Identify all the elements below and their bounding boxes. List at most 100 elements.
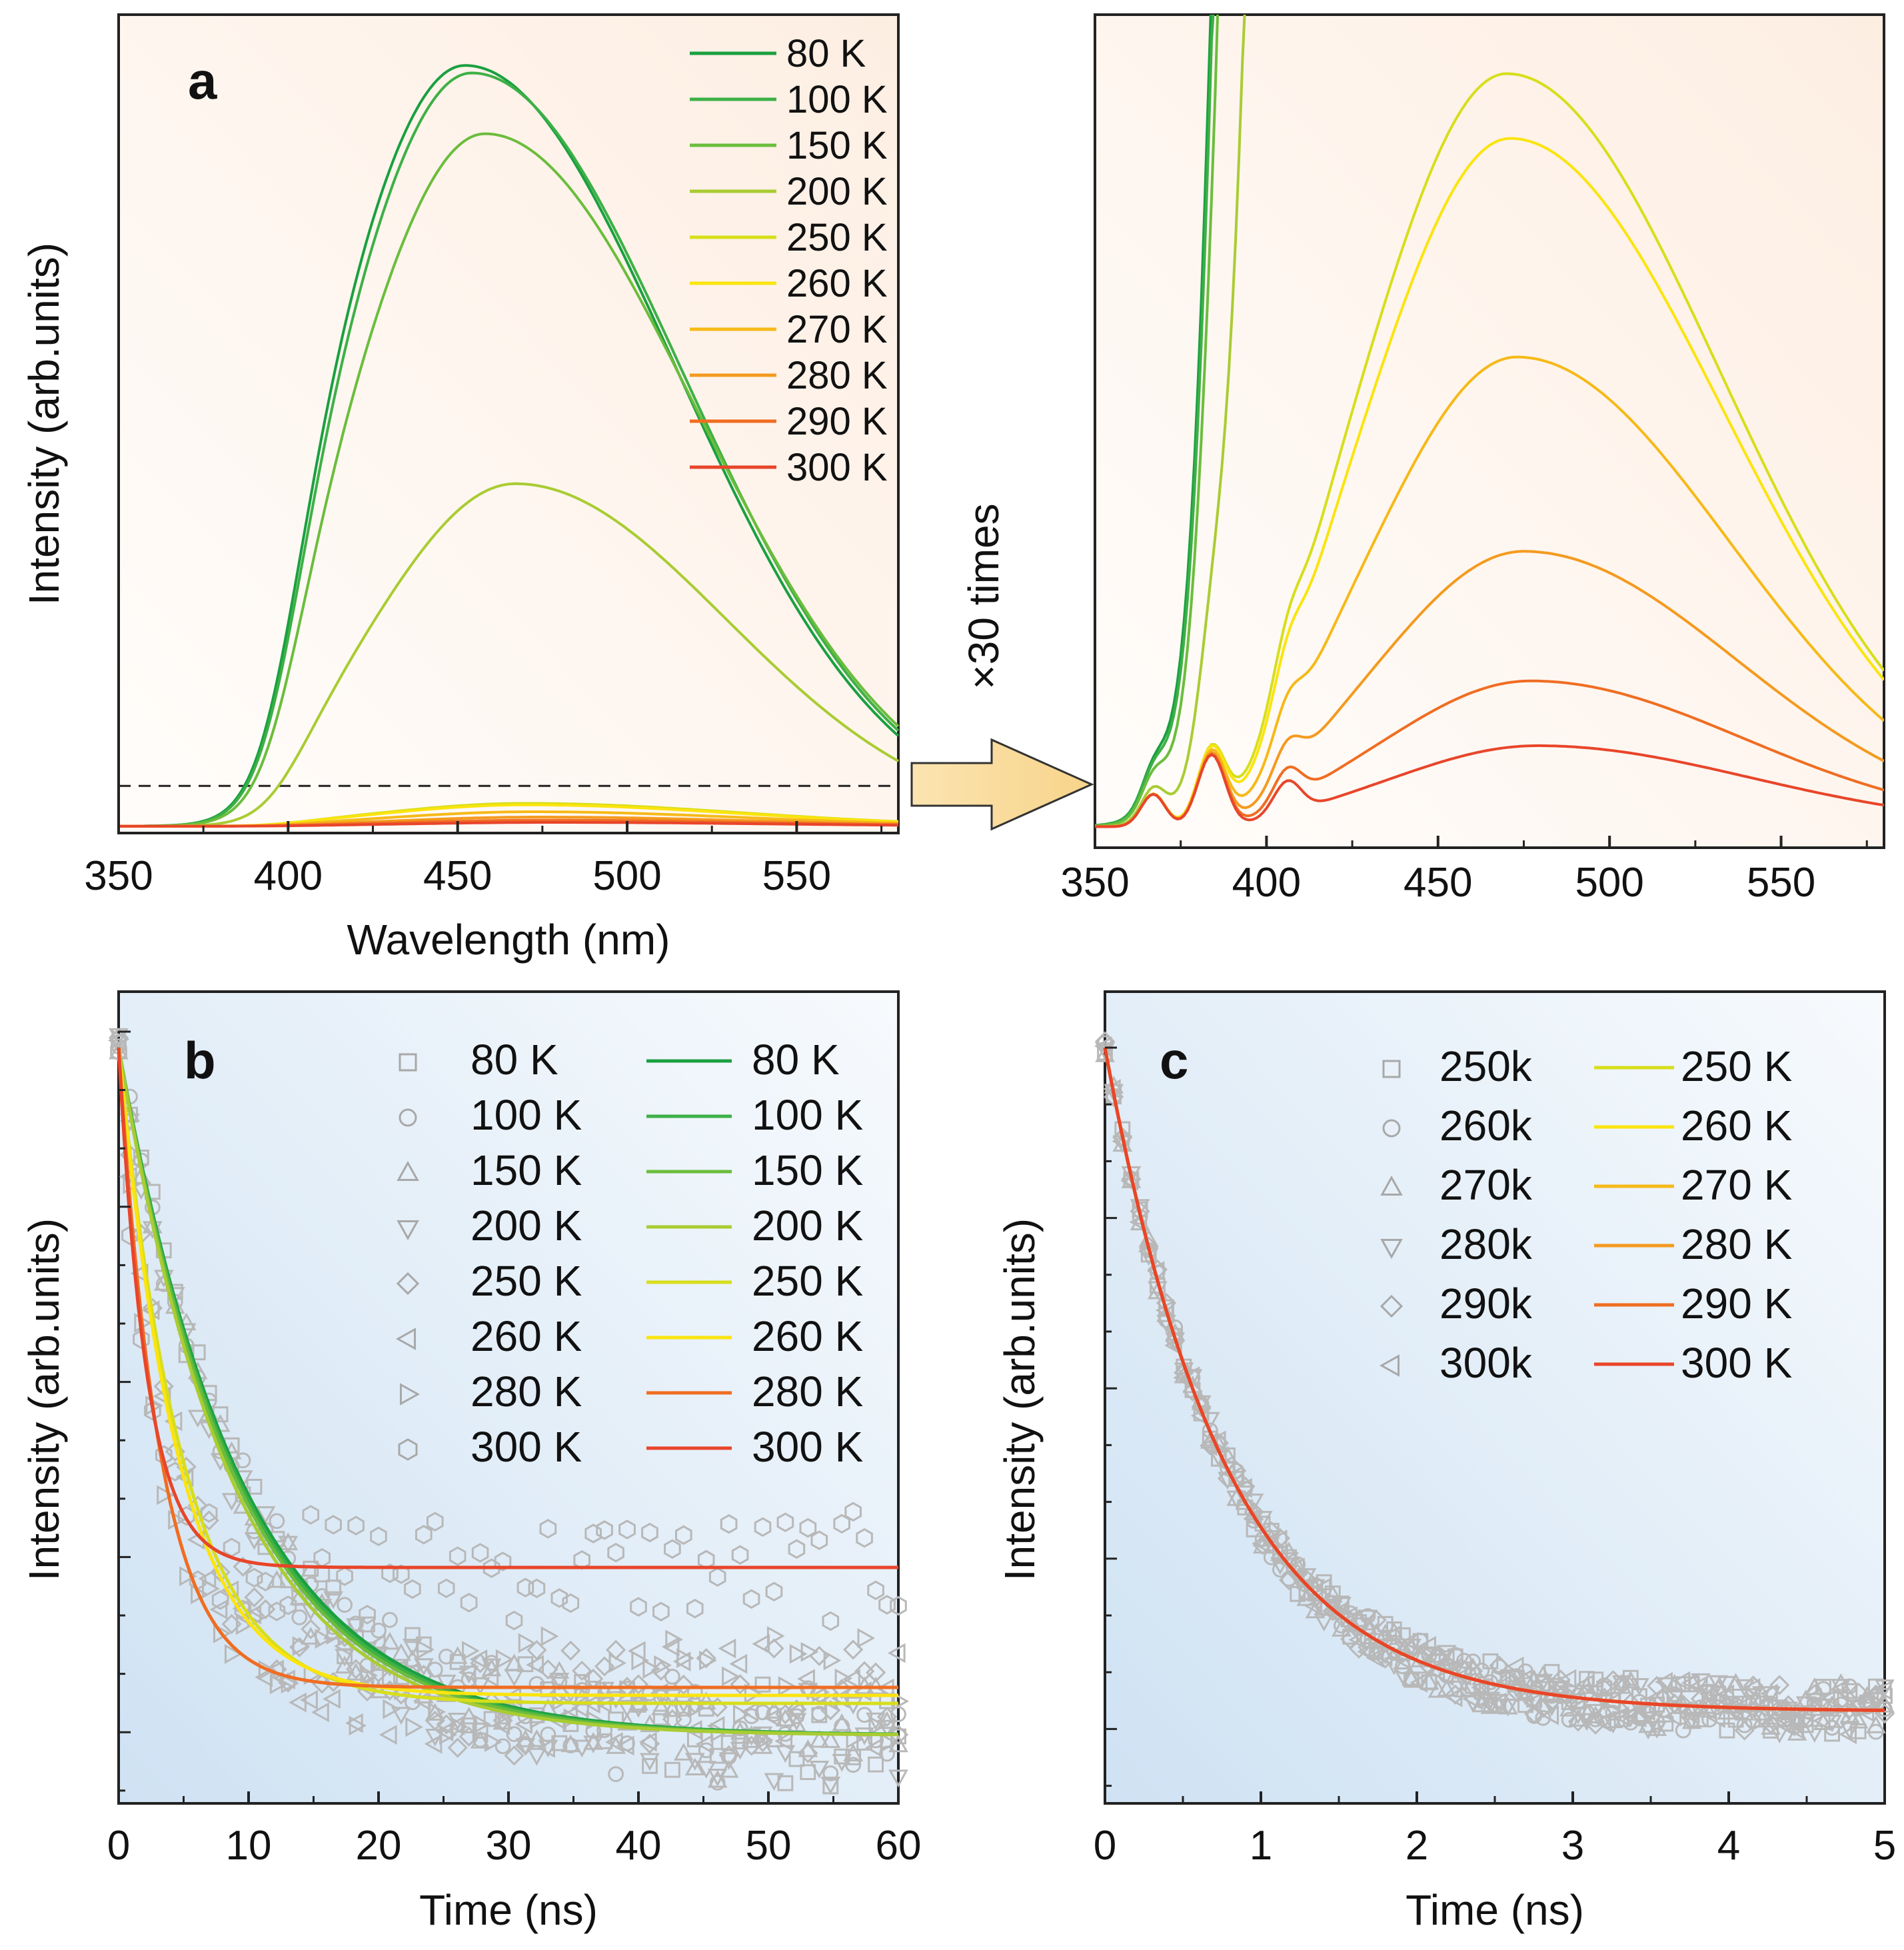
panel-b-data-marker: [616, 1735, 634, 1756]
panel-b-data-marker: [820, 1776, 841, 1795]
panel-c-data-marker: [1603, 1710, 1623, 1729]
panel-b-data-marker: [428, 1701, 446, 1722]
panel-c-data-marker: [1824, 1719, 1841, 1736]
panel-c-data-marker: [1875, 1695, 1895, 1713]
panel-b-x-ticks: 0 10 20 30 40 50 60: [107, 1791, 921, 1869]
panel-b-data-marker: [562, 1737, 579, 1754]
panel-b-legend-marker-300-k: [398, 1438, 418, 1461]
panel-b: 0 10 20 30 40 50 60 80 K 100 K 150 K 200 K 250 K 26…: [20, 990, 921, 1934]
panel-b-data-marker: [337, 1597, 353, 1613]
panel-c-y-axis-title: Intensity (arb.units): [996, 1218, 1044, 1581]
panel-a-legend-label-290-k: 290 K: [786, 400, 888, 443]
panel-a-line-200-k: [119, 482, 899, 828]
panel-c-data-marker: [1348, 1629, 1366, 1650]
panel-c-data-marker: [1663, 1706, 1682, 1727]
panel-b-data-marker: [856, 1527, 873, 1548]
panel-b-data-marker: [269, 1513, 285, 1529]
panel-a-zoom-x-tick-label: 450: [1404, 860, 1472, 906]
panel-b-data-marker: [269, 1674, 288, 1695]
panel-a-y-axis-title: Intensity (arb.units): [20, 243, 68, 605]
panel-c-legend-line-label-280-k: 280 K: [1681, 1220, 1792, 1268]
panel-b-data-marker: [405, 1717, 423, 1737]
panel-b-legend-line-label-200-k: 200 K: [752, 1202, 863, 1250]
panel-b-data-marker: [641, 1522, 658, 1543]
panel-c-data-marker: [1577, 1676, 1597, 1694]
panel-b-legend-marker-label-300-k: 300 K: [471, 1423, 582, 1471]
panel-c-legend-marker-300k: [1379, 1354, 1400, 1377]
panel-b-data-marker: [810, 1530, 828, 1550]
panel-b-data-marker: [675, 1525, 692, 1545]
panel-a-legend-label-100-k: 100 K: [786, 78, 888, 121]
panel-a-legend-label-80-k: 80 K: [786, 32, 866, 75]
panel-a-series-lines: [118, 64, 900, 828]
panel-b-data-marker: [832, 1753, 852, 1772]
panel-c-data-marker: [1234, 1477, 1252, 1498]
panel-c-data-marker: [1473, 1662, 1490, 1679]
panel-b-legend-line-label-250-k: 250 K: [752, 1257, 863, 1305]
panel-b-data-marker: [447, 1737, 468, 1758]
panel-b-data-marker: [720, 1513, 738, 1534]
panel-c-fit-line-300-k: [1103, 1047, 1885, 1712]
panel-c-data-marker: [1585, 1714, 1606, 1735]
panel-c-x-tick-label: 4: [1717, 1823, 1740, 1869]
panel-a-zoom-line-300-k: [1095, 744, 1884, 828]
panel-b-data-marker: [774, 1731, 792, 1751]
panel-a-x-ticks: 350 400 450 500 550: [84, 821, 883, 899]
panel-b-data-marker: [707, 1769, 728, 1788]
panel-b-data-marker: [370, 1526, 387, 1547]
panel-c-data-marker: [1533, 1697, 1553, 1718]
panel-c-y-ticks: [1105, 1046, 1117, 1787]
panel-b-legend-marker-200-k: [397, 1220, 419, 1241]
panel-b-data-marker: [876, 1706, 898, 1727]
panel-b-data-marker: [596, 1520, 613, 1540]
panel-c-data-marker: [1769, 1675, 1790, 1695]
panel-c-data-marker: [1812, 1711, 1831, 1731]
panel-b-x-tick-label: 30: [486, 1823, 532, 1869]
panel-c-data-marker: [1619, 1706, 1638, 1727]
panel-c-x-axis-title: Time (ns): [1406, 1886, 1584, 1934]
panel-c-legend-marker-label-270k: 270k: [1439, 1161, 1533, 1209]
panel-b-data-marker: [447, 1713, 468, 1731]
panel-c-data-marker: [1514, 1669, 1533, 1689]
panel-c-legend-marker-270k: [1380, 1175, 1403, 1196]
panel-a-zoom: 350 400 450 500 550: [1060, 13, 1885, 906]
panel-c-data-marker: [1745, 1713, 1761, 1729]
panel-c-data-marker: [1497, 1699, 1518, 1717]
panel-b-data-marker: [755, 1729, 774, 1750]
panel-c-legend-marker-label-250k: 250k: [1439, 1042, 1533, 1090]
panel-c-data-marker: [1332, 1619, 1352, 1637]
panel-c-data-marker: [1681, 1701, 1702, 1721]
panel-b-data-marker: [842, 1669, 860, 1689]
panel-c-data-marker: [1803, 1687, 1822, 1708]
panel-c-data-marker: [1575, 1674, 1594, 1695]
panel-b-data-marker: [642, 1659, 661, 1679]
panel-c-data-marker: [1383, 1625, 1402, 1645]
panel-b-data-marker: [552, 1691, 570, 1711]
panel-c-data-marker: [1655, 1671, 1673, 1692]
panel-c: 0 1 2 3 4 5 250k 260k 270k 280k 290k 300k 250 K 260 …: [996, 990, 1896, 1934]
panel-c-data-marker: [1742, 1678, 1761, 1698]
panel-b-data-marker: [605, 1732, 623, 1752]
panel-c-data-marker: [1535, 1709, 1551, 1726]
panel-b-data-marker: [594, 1681, 615, 1700]
panel-b-data-marker: [155, 1242, 172, 1259]
panel-c-data-marker: [1401, 1631, 1419, 1652]
panel-c-data-marker: [1226, 1490, 1247, 1509]
panel-c-data-marker: [1182, 1381, 1203, 1402]
panel-b-data-marker: [235, 1452, 251, 1469]
panel-b-data-marker: [733, 1704, 751, 1725]
panel-b-data-marker: [391, 1707, 411, 1725]
panel-c-data-marker: [1269, 1529, 1288, 1549]
panel-b-data-marker: [562, 1593, 580, 1613]
panel-b-data-marker: [187, 1410, 208, 1428]
panel-b-data-marker: [583, 1735, 604, 1753]
panel-b-data-marker: [763, 1707, 782, 1728]
panel-b-data-marker: [617, 1699, 637, 1718]
panel-b-data-marker: [845, 1757, 862, 1773]
panel-b-data-marker: [382, 1611, 398, 1628]
panel-a-x-tick-label: 350: [84, 853, 153, 899]
panel-b-legend-line-label-280-k: 280 K: [752, 1368, 863, 1416]
panel-b-data-marker: [458, 1662, 476, 1683]
panel-b-data-marker: [550, 1588, 568, 1608]
panel-c-data-marker: [1734, 1679, 1755, 1697]
